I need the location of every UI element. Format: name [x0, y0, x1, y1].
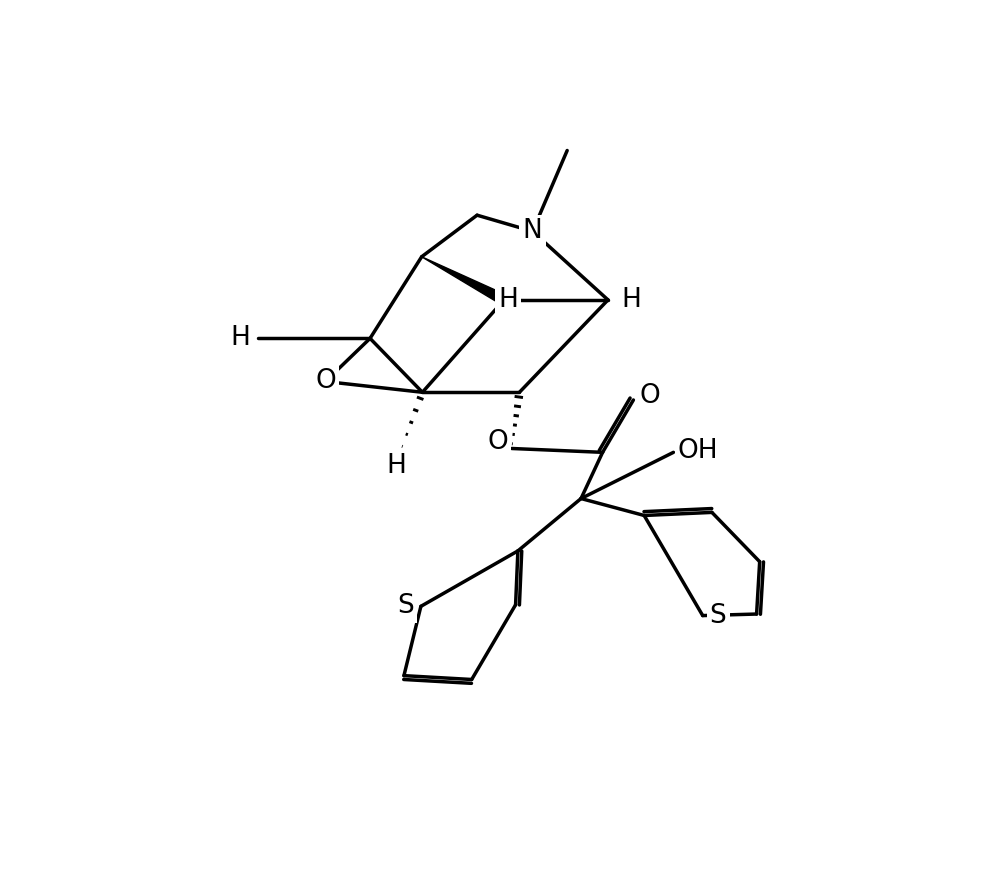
Text: O: O [315, 369, 336, 394]
Text: S: S [710, 602, 727, 629]
Polygon shape [421, 257, 507, 304]
Text: H: H [231, 325, 250, 351]
Text: O: O [640, 383, 661, 409]
Text: H: H [621, 287, 641, 313]
Text: OH: OH [678, 437, 719, 464]
Text: H: H [387, 453, 407, 479]
Text: O: O [487, 430, 508, 455]
Text: N: N [523, 219, 543, 244]
Text: H: H [498, 287, 518, 313]
Text: S: S [397, 594, 414, 619]
